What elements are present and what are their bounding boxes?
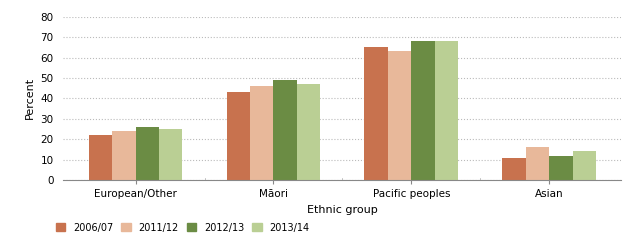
Bar: [549, 156, 573, 180]
Legend: 2006/07, 2011/12, 2012/13, 2013/14: 2006/07, 2011/12, 2012/13, 2013/14: [56, 223, 310, 233]
Bar: [388, 51, 411, 180]
Bar: [226, 92, 250, 180]
Bar: [411, 41, 435, 180]
Bar: [365, 47, 388, 180]
X-axis label: Ethnic group: Ethnic group: [307, 204, 378, 215]
Bar: [502, 158, 526, 180]
Bar: [112, 131, 136, 180]
Bar: [435, 41, 458, 180]
Bar: [273, 80, 297, 180]
Bar: [573, 151, 596, 180]
Bar: [297, 84, 320, 180]
Bar: [136, 127, 159, 180]
Bar: [89, 135, 112, 180]
Bar: [526, 147, 549, 180]
Bar: [250, 86, 273, 180]
Bar: [159, 129, 183, 180]
Y-axis label: Percent: Percent: [25, 77, 35, 120]
